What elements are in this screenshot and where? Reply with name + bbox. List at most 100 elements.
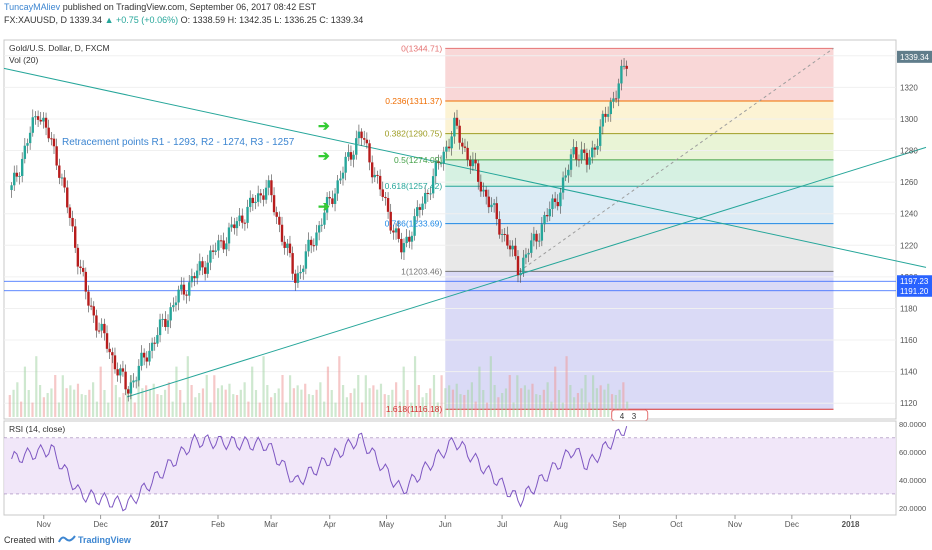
volume-bar xyxy=(383,394,386,417)
candle-body xyxy=(553,198,557,202)
volume-bar xyxy=(251,366,254,417)
candle-body xyxy=(522,257,525,273)
x-tick-label: Jun xyxy=(439,520,452,529)
volume-bar xyxy=(565,356,568,417)
volume-bar xyxy=(292,388,295,417)
volume-bar xyxy=(266,385,269,417)
candle-body xyxy=(304,251,308,269)
volume-bar xyxy=(448,385,451,417)
candle-body xyxy=(479,181,483,192)
chart-header: TuncayMAliev published on TradingView.co… xyxy=(0,0,932,28)
candle-body xyxy=(339,178,342,181)
candle-body xyxy=(60,177,64,179)
candle-body xyxy=(535,233,538,242)
volume-bar xyxy=(466,389,470,417)
trend-lines[interactable] xyxy=(3,67,927,398)
candle-body xyxy=(230,224,233,228)
fib-level-label: 0(1344.71) xyxy=(401,43,442,53)
candle-body xyxy=(286,243,289,248)
rsi-line xyxy=(11,425,628,512)
published-text: published on TradingView.com, September … xyxy=(62,2,317,12)
volume-bar xyxy=(217,388,220,417)
publish-line: TuncayMAliev published on TradingView.co… xyxy=(4,2,316,12)
rsi-axis[interactable]: 80.0000 60.0000 40.0000 20.0000 xyxy=(899,420,926,513)
candle-body xyxy=(15,172,19,177)
volume-bar xyxy=(451,389,455,417)
arrow-right-icon: ➔ xyxy=(318,117,330,133)
candle-body xyxy=(100,323,103,331)
candle-body xyxy=(612,98,615,102)
candle-body xyxy=(23,145,27,159)
volume-bar xyxy=(379,383,383,417)
author-link[interactable]: TuncayMAliev xyxy=(4,2,61,12)
volume-bar xyxy=(444,388,447,417)
horizontal-lines[interactable] xyxy=(4,280,896,292)
high-value: H: 1342.35 xyxy=(227,15,272,25)
candle-body xyxy=(545,215,549,217)
tradingview-brand[interactable]: TradingView xyxy=(78,535,131,545)
candle-body xyxy=(598,126,602,146)
volume-bar xyxy=(591,375,595,417)
ascending-trendline xyxy=(126,146,927,398)
fib-level-label: 0.236(1311.37) xyxy=(385,96,442,106)
volume-bar xyxy=(133,402,136,417)
x-tick-label: Mar xyxy=(264,520,278,529)
volume-bar xyxy=(262,356,265,417)
volume-bar xyxy=(163,389,167,417)
candle-body xyxy=(140,352,143,366)
volume-bar xyxy=(186,356,189,417)
candle-body xyxy=(280,224,284,242)
candle-body xyxy=(423,192,427,204)
time-axis[interactable]: Nov Dec 2017 Feb Mar Apr May Jun Jul Aug Sep Oct Nov… xyxy=(37,515,860,529)
candle-body xyxy=(36,116,40,120)
volume-bar xyxy=(489,356,492,417)
ohlc-line: FX:XAUUSD, D 1339.34 ▲ +0.75 (+0.06%) O:… xyxy=(4,15,363,25)
fibonacci-retracement[interactable] xyxy=(445,47,834,410)
created-with-text: Created with xyxy=(4,535,55,545)
candle-body xyxy=(20,158,24,176)
candle-body xyxy=(421,203,424,210)
candle-body xyxy=(349,152,353,160)
candle-body xyxy=(617,83,620,99)
volume-bar xyxy=(595,388,598,417)
volume-bar xyxy=(307,394,311,417)
candle-body xyxy=(129,382,133,394)
candle-body xyxy=(103,323,106,334)
candle-body xyxy=(572,147,575,155)
candle-body xyxy=(471,159,475,167)
candle-body xyxy=(264,187,268,200)
volume-bar xyxy=(334,402,337,417)
volume-bar xyxy=(148,389,152,417)
volume-bar xyxy=(357,375,360,417)
candle-body xyxy=(39,119,42,122)
volume-bar xyxy=(372,385,375,417)
candle-body xyxy=(225,243,228,250)
candle-body xyxy=(158,319,162,336)
candle-body xyxy=(347,152,350,157)
volume-bar xyxy=(201,388,205,417)
candle-body xyxy=(238,215,241,222)
candle-body xyxy=(206,262,209,274)
volume-bar xyxy=(531,383,534,417)
volume-bar xyxy=(57,402,61,417)
candles xyxy=(10,57,628,402)
x-tick-label: Nov xyxy=(37,520,51,529)
candle-body xyxy=(376,174,379,176)
candle-body xyxy=(384,196,387,199)
price-axis[interactable]: 1120114011601180120012201240126012801300… xyxy=(897,50,932,408)
candle-body xyxy=(142,352,146,358)
candle-body xyxy=(66,187,69,208)
volume-bar xyxy=(224,389,227,417)
bar-stamp-label: 4 xyxy=(620,412,625,421)
volume-bar xyxy=(311,395,314,417)
candle-body xyxy=(453,117,456,137)
candle-body xyxy=(111,352,114,356)
candle-body xyxy=(97,330,101,332)
candle-body xyxy=(524,254,528,258)
volume-bar xyxy=(182,402,186,417)
volume-bar xyxy=(273,393,277,417)
price-label-text: 1339.34 xyxy=(900,53,929,62)
change-value: +0.75 (+0.06%) xyxy=(116,15,179,25)
candle-body xyxy=(13,172,16,186)
